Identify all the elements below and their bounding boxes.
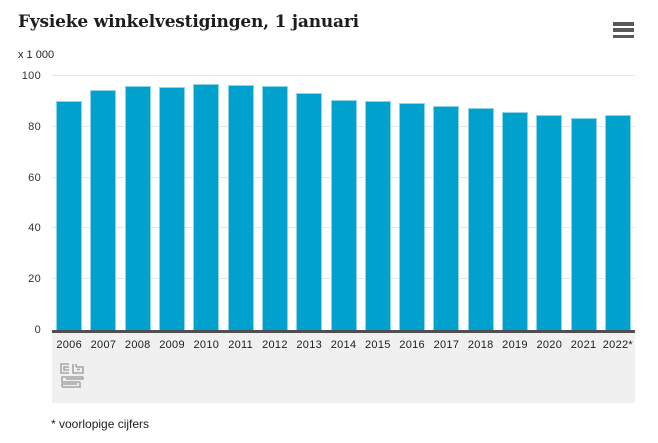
bar-slot — [361, 76, 395, 330]
x-tick-label-2014: 2014 — [330, 339, 357, 351]
bar-slot — [395, 76, 429, 330]
hamburger-menu-icon — [613, 28, 634, 32]
bar-2011[interactable] — [227, 84, 254, 330]
x-tick-label-2022: 2022* — [602, 339, 634, 351]
y-tick-label-20: 20 — [28, 273, 41, 286]
bar-slot — [532, 76, 566, 330]
x-tick-label-2008: 2008 — [124, 339, 151, 351]
bar-2006[interactable] — [56, 101, 83, 330]
y-tick-label-100: 100 — [21, 70, 41, 82]
x-axis-line — [52, 330, 635, 333]
x-tick-label-2015: 2015 — [364, 339, 391, 351]
x-tick-label-2018: 2018 — [467, 339, 494, 351]
bar-2022[interactable] — [604, 115, 631, 330]
x-tick-label-2012: 2012 — [262, 339, 288, 351]
bar-2020[interactable] — [536, 115, 563, 330]
page-title: Fysieke winkelvestigingen, 1 januari — [18, 12, 359, 32]
hamburger-menu-icon — [613, 34, 634, 38]
bar-2016[interactable] — [399, 102, 426, 330]
bar-slot — [223, 76, 257, 330]
bar-2010[interactable] — [193, 83, 220, 330]
bar-2009[interactable] — [159, 87, 186, 330]
x-tick-label-2013: 2013 — [296, 339, 323, 351]
bar-slot — [326, 76, 360, 330]
bar-slot — [258, 76, 292, 330]
bar-2015[interactable] — [364, 101, 391, 330]
bar-2008[interactable] — [124, 86, 151, 330]
x-axis-band: 2006 2007 2008 2009 2010 2011 2012 2013 2014 2015… — [52, 333, 635, 403]
y-axis-labels: 0 20 40 60 80 100 — [0, 70, 41, 336]
plot-area — [52, 75, 635, 330]
bar-slot — [155, 76, 189, 330]
chart-menu-button[interactable] — [612, 21, 636, 39]
y-tick-label-60: 60 — [28, 171, 41, 184]
bar-slot — [86, 76, 120, 330]
bar-slot — [189, 76, 223, 330]
bar-2013[interactable] — [296, 92, 323, 330]
y-tick-label-80: 80 — [28, 120, 41, 133]
bar-slot — [464, 76, 498, 330]
bar-slot — [566, 76, 600, 330]
x-tick-label-2007: 2007 — [90, 339, 117, 351]
x-tick-label-2011: 2011 — [228, 339, 254, 351]
x-tick-label-2017: 2017 — [433, 339, 460, 351]
y-tick-label-0: 0 — [34, 324, 41, 336]
bar-2007[interactable] — [90, 89, 117, 330]
x-tick-label-2019: 2019 — [502, 339, 528, 351]
y-tick-label-40: 40 — [28, 222, 41, 235]
bar-2018[interactable] — [467, 107, 494, 330]
x-tick-label-2010: 2010 — [193, 339, 220, 351]
bar-slot — [498, 76, 532, 330]
bar-2017[interactable] — [433, 106, 460, 330]
bar-2019[interactable] — [502, 111, 528, 330]
bar-2012[interactable] — [261, 86, 288, 330]
x-tick-label-2016: 2016 — [399, 339, 425, 351]
hamburger-menu-icon — [613, 22, 634, 26]
y-axis-unit-label: x 1 000 — [18, 49, 55, 61]
x-labels-row: 2006 2007 2008 2009 2010 2011 2012 2013 2014 2015… — [52, 333, 635, 351]
bars-row — [52, 76, 635, 330]
gridline-100 — [52, 75, 635, 76]
x-tick-label-2009: 2009 — [159, 339, 185, 351]
bar-slot — [292, 76, 326, 330]
bar-slot — [601, 76, 635, 330]
cbs-logo — [60, 363, 84, 388]
bar-2014[interactable] — [330, 100, 357, 330]
x-tick-label-2021: 2021 — [570, 339, 597, 351]
bar-slot — [121, 76, 155, 330]
footnote: * voorlopige cijfers — [51, 417, 150, 431]
bar-slot — [429, 76, 463, 330]
bar-slot — [52, 76, 86, 330]
x-tick-label-2006: 2006 — [56, 339, 82, 351]
x-tick-label-2020: 2020 — [536, 339, 563, 351]
bar-2021[interactable] — [570, 117, 597, 330]
